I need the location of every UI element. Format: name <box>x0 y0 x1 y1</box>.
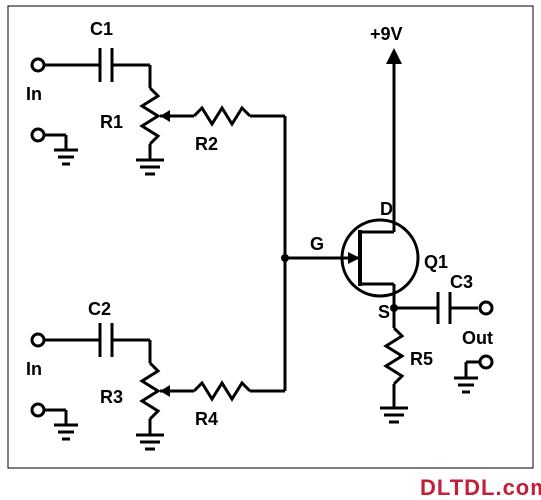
input2-terminal <box>32 334 44 346</box>
watermark: DLTDL.com <box>420 475 541 500</box>
label-r1: R1 <box>100 112 123 132</box>
output-gnd-terminal <box>480 356 492 368</box>
label-supply: +9V <box>370 24 403 44</box>
label-r5: R5 <box>410 349 433 369</box>
label-c1: C1 <box>90 19 113 39</box>
label-r4: R4 <box>195 409 218 429</box>
label-r3: R3 <box>100 387 123 407</box>
label-source: S <box>378 302 390 322</box>
label-q1: Q1 <box>424 252 448 272</box>
label-drain: D <box>380 199 393 219</box>
input1-gnd-terminal <box>32 129 44 141</box>
label-r2: R2 <box>195 134 218 154</box>
input2-gnd-terminal <box>32 404 44 416</box>
input1-terminal <box>32 59 44 71</box>
label-c2: C2 <box>88 299 111 319</box>
label-in1: In <box>26 84 42 104</box>
label-in2: In <box>26 359 42 379</box>
output-terminal <box>480 302 492 314</box>
label-out: Out <box>462 328 493 348</box>
circuit-schematic: C1 R1 In R2 C2 R3 In R4 <box>0 0 541 500</box>
label-gate: G <box>310 234 324 254</box>
label-c3: C3 <box>450 272 473 292</box>
